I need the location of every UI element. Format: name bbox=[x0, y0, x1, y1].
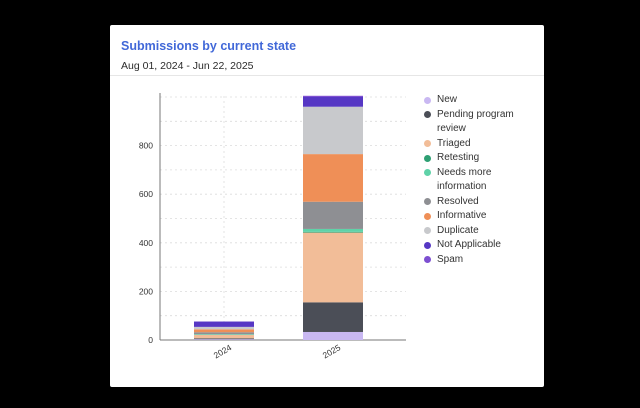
legend-label: Spam bbox=[437, 253, 464, 265]
legend-label: Informative bbox=[437, 210, 487, 221]
legend-swatch bbox=[424, 140, 431, 147]
legend-swatch bbox=[424, 256, 431, 263]
legend-label: Pending program review bbox=[437, 108, 514, 135]
y-tick-label: 800 bbox=[139, 141, 153, 151]
legend-item[interactable]: Informative bbox=[422, 209, 540, 224]
legend-swatch bbox=[424, 241, 431, 249]
bar-segment-2025-duplicate bbox=[303, 106, 363, 155]
legend-swatch bbox=[424, 227, 431, 234]
legend-label: New bbox=[437, 94, 458, 105]
header-divider bbox=[110, 75, 544, 76]
legend-item[interactable]: Not Applicable bbox=[422, 238, 540, 253]
date-range: Aug 01, 2024 - Jun 22, 2025 bbox=[121, 60, 254, 72]
legend-item[interactable]: Triaged bbox=[422, 137, 540, 152]
x-tick-label: 2024 bbox=[212, 342, 234, 360]
legend-label: Triaged bbox=[437, 137, 471, 149]
bar-segment-2025-triaged bbox=[303, 232, 363, 303]
bar-segment-2024-resolved bbox=[194, 332, 254, 335]
bar-segment-2025-new bbox=[303, 331, 363, 340]
legend-label: Not Applicable bbox=[437, 239, 501, 250]
bar-segment-2024-informative bbox=[194, 329, 254, 333]
legend-label: Needs more information bbox=[437, 166, 492, 193]
legend-swatch bbox=[424, 111, 431, 118]
bar-segment-2025-not-applicable bbox=[303, 97, 363, 107]
bar-segment-2024-duplicate bbox=[194, 326, 254, 330]
bar-segment-2025-resolved bbox=[303, 201, 363, 229]
y-tick-label: 0 bbox=[148, 335, 153, 345]
legend-label: Duplicate bbox=[437, 224, 479, 236]
card-header: Submissions by current state Aug 01, 202… bbox=[121, 38, 544, 73]
legend-swatch bbox=[424, 212, 431, 220]
legend-item[interactable]: Resolved bbox=[422, 195, 540, 210]
bar-segment-2024-pending-program-review bbox=[194, 338, 254, 340]
legend-item[interactable]: Pending program review bbox=[422, 108, 540, 137]
y-tick-label: 200 bbox=[139, 286, 153, 296]
legend-swatch bbox=[424, 198, 431, 205]
y-tick-label: 400 bbox=[139, 238, 153, 248]
bar-segment-2025-informative bbox=[303, 154, 363, 202]
chart-legend: New Pending program review Triaged Retestin… bbox=[422, 93, 540, 267]
bar-segment-2025-pending-program-review bbox=[303, 302, 363, 332]
legend-swatch bbox=[424, 154, 431, 162]
legend-swatch bbox=[424, 96, 431, 104]
chart-card: Submissions by current state Aug 01, 202… bbox=[110, 25, 544, 387]
legend-label: Resolved bbox=[437, 195, 479, 207]
x-tick-label: 2025 bbox=[321, 342, 343, 360]
bar-segment-2025-retesting bbox=[303, 231, 363, 233]
y-tick-label: 600 bbox=[139, 189, 153, 199]
bar-segment-2025-spam bbox=[303, 95, 363, 97]
chart-title: Submissions by current state bbox=[121, 39, 297, 53]
stacked-bar-chart: 0 200 400 600 800 2024 2025 bbox=[139, 93, 406, 360]
legend-item[interactable]: Spam bbox=[422, 253, 540, 268]
bar-segment-2024-not-applicable bbox=[194, 321, 254, 327]
legend-item[interactable]: Retesting bbox=[422, 151, 540, 166]
legend-item[interactable]: New bbox=[422, 93, 540, 108]
legend-swatch bbox=[424, 169, 431, 176]
legend-item[interactable]: Needs more information bbox=[422, 166, 540, 195]
legend-item[interactable]: Duplicate bbox=[422, 224, 540, 239]
bar-segment-2024-triaged bbox=[194, 334, 254, 339]
bar-segment-2025-needs-more-information bbox=[303, 228, 363, 232]
bar-segment-2024-new bbox=[194, 339, 254, 340]
legend-label: Retesting bbox=[437, 152, 480, 163]
